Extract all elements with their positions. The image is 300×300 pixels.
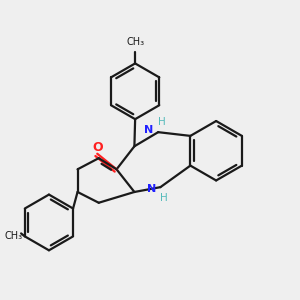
Text: CH₃: CH₃ [4,231,23,242]
Text: N: N [145,125,154,135]
Text: H: H [160,193,168,202]
Text: N: N [147,184,156,194]
Text: CH₃: CH₃ [126,37,144,47]
Text: O: O [92,140,103,154]
Text: H: H [158,117,166,127]
